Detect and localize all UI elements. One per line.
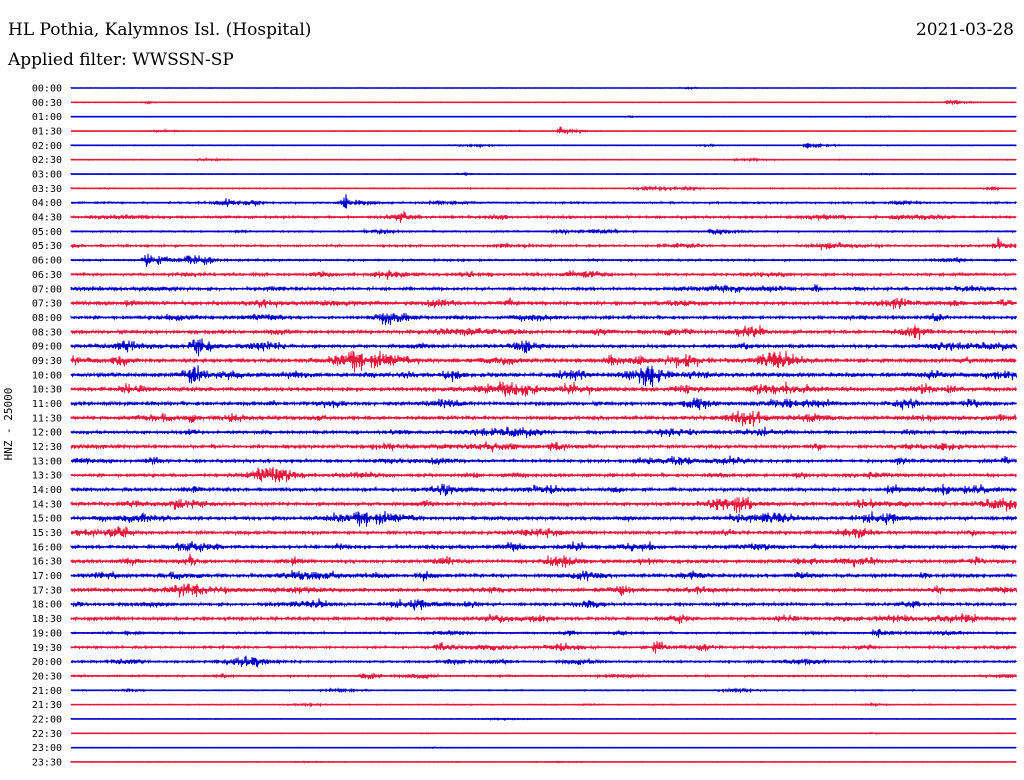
row-time-label: 05:00 [32,227,62,238]
row-time-label: 08:30 [32,327,62,338]
row-time-label: 21:30 [32,700,62,711]
row-time-label: 19:00 [32,628,62,639]
row-time-label: 14:00 [32,485,62,496]
row-time-label: 00:30 [32,98,62,109]
row-time-label: 17:00 [32,571,62,582]
row-time-label: 23:00 [32,743,62,754]
row-time-label: 13:00 [32,456,62,467]
filter-label: Applied filter: WWSSN-SP [8,50,234,70]
row-time-label: 18:00 [32,600,62,611]
row-time-label: 11:30 [32,413,62,424]
row-time-label: 15:00 [32,514,62,525]
row-time-label: 01:00 [32,112,62,123]
row-time-label: 10:30 [32,385,62,396]
row-time-label: 06:30 [32,270,62,281]
row-time-label: 15:30 [32,528,62,539]
row-time-label: 07:00 [32,284,62,295]
row-time-label: 08:00 [32,313,62,324]
trace-row-0530 [70,237,1017,251]
row-time-label: 17:30 [32,585,62,596]
row-time-label: 22:30 [32,729,62,740]
trace-row-1430 [70,496,1017,514]
row-time-label: 14:30 [32,499,62,510]
record-date: 2021-03-28 [915,20,1014,40]
row-time-label: 13:30 [32,471,62,482]
trace-row-0400 [70,194,1017,209]
row-time-label: 10:00 [32,370,62,381]
row-time-label: 23:30 [32,757,62,768]
row-time-label: 20:30 [32,671,62,682]
trace-row-1000 [70,365,1017,388]
row-time-label: 19:30 [32,643,62,654]
row-time-label: 02:30 [32,155,62,166]
row-time-label: 16:00 [32,542,62,553]
row-time-label: 03:00 [32,170,62,181]
row-time-label: 04:00 [32,198,62,209]
station-title: HL Pothia, Kalymnos Isl. (Hospital) [8,20,312,40]
row-time-label: 02:00 [32,141,62,152]
row-time-label: 03:30 [32,184,62,195]
trace-row-0800 [70,313,1017,326]
trace-row-0900 [70,338,1017,357]
row-time-label: 16:30 [32,557,62,568]
row-time-label: 07:30 [32,299,62,310]
row-time-label: 05:30 [32,241,62,252]
trace-row-0930 [70,350,1017,373]
row-time-label: 21:00 [32,686,62,697]
row-time-label: 09:00 [32,342,62,353]
row-time-label: 00:00 [32,84,62,95]
row-time-label: 22:00 [32,714,62,725]
row-time-label: 04:30 [32,213,62,224]
row-time-label: 20:00 [32,657,62,668]
row-time-label: 06:00 [32,256,62,267]
row-time-label: 11:00 [32,399,62,410]
row-time-label: 18:30 [32,614,62,625]
row-time-label: 12:00 [32,428,62,439]
row-time-label: 09:30 [32,356,62,367]
row-time-label: 12:30 [32,442,62,453]
row-time-label: 01:30 [32,127,62,138]
